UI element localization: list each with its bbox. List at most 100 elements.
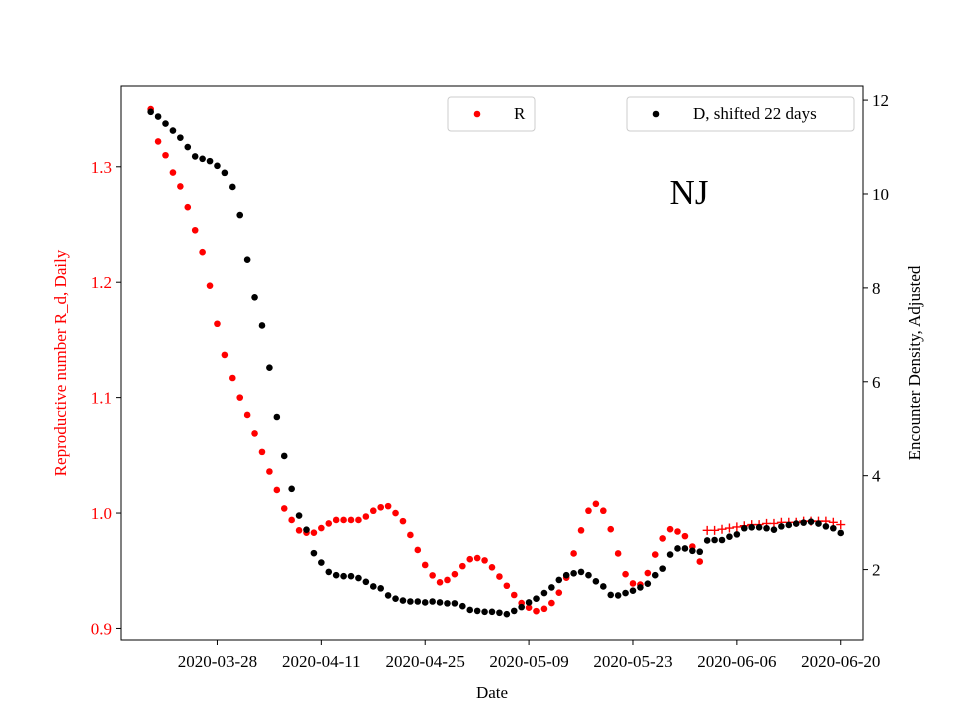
data-point (303, 526, 310, 533)
data-point (488, 563, 496, 571)
data-point (548, 584, 555, 591)
data-point (733, 531, 741, 538)
data-point (607, 525, 615, 533)
data-point (355, 516, 362, 524)
data-point (585, 571, 592, 579)
data-point (718, 536, 726, 544)
data-point (318, 559, 325, 566)
state-annotation: NJ (670, 173, 709, 212)
data-point (162, 120, 169, 127)
legend-r-label: R (514, 104, 526, 123)
data-point (325, 568, 333, 576)
data-point (496, 573, 503, 580)
data-point (473, 607, 481, 615)
data-point (614, 592, 622, 599)
y-left-tick-label: 1.3 (91, 158, 112, 177)
data-point (481, 557, 488, 564)
data-point (332, 516, 340, 524)
data-point (407, 598, 414, 605)
data-point (384, 592, 392, 599)
data-point (229, 374, 236, 382)
data-point (607, 591, 615, 599)
data-point (147, 108, 154, 116)
data-point (755, 524, 763, 531)
data-point (577, 527, 585, 534)
data-point (503, 582, 511, 590)
data-point (525, 604, 533, 611)
y-right-tick-label: 4 (872, 467, 881, 486)
data-point (295, 512, 303, 519)
legend-r: R (447, 96, 536, 132)
data-point (600, 507, 607, 515)
legend-d-box (626, 96, 855, 132)
data-point (481, 608, 488, 616)
data-point (681, 532, 689, 540)
data-point-plus (836, 520, 846, 530)
data-point (318, 524, 325, 532)
data-point (251, 430, 258, 437)
data-point (696, 558, 704, 565)
legend-r-marker (473, 110, 481, 118)
data-point (162, 151, 169, 159)
data-point (614, 550, 622, 557)
data-point (399, 597, 407, 604)
data-point (369, 583, 377, 590)
data-point (540, 605, 548, 613)
data-point (325, 520, 333, 527)
x-tick-label: 2020-03-28 (178, 652, 257, 671)
x-tick-label: 2020-06-06 (697, 652, 776, 671)
data-point (807, 518, 815, 525)
legend-d-label: D, shifted 22 days (693, 104, 817, 123)
data-point (444, 576, 451, 584)
y-right-tick-label: 6 (872, 373, 881, 392)
data-point (740, 524, 748, 532)
x-axis-label: Date (476, 683, 508, 702)
y-left-tick-label: 1.1 (91, 389, 112, 408)
data-point-plus (724, 523, 734, 533)
axes-group: 2020-03-28 2020-04-11 2020-04-25 2020-05-09… (91, 91, 889, 671)
data-point (577, 568, 585, 576)
data-point (510, 591, 518, 599)
data-point (459, 562, 466, 570)
x-tick-label: 2020-06-20 (801, 652, 880, 671)
series-2 (147, 108, 845, 618)
data-point-plus (710, 525, 720, 535)
data-point (681, 545, 689, 552)
data-point (533, 607, 540, 615)
data-point (288, 485, 295, 493)
data-point (429, 572, 436, 579)
data-point (651, 551, 659, 558)
data-point (778, 523, 785, 530)
data-point (273, 413, 281, 421)
y-left-tick-label: 0.9 (91, 619, 112, 638)
data-point (533, 595, 540, 602)
data-point (622, 589, 629, 597)
data-point (763, 524, 770, 532)
data-point (421, 599, 429, 606)
data-point (629, 580, 637, 587)
data-point (459, 602, 466, 610)
data-point (837, 529, 845, 537)
data-point (154, 138, 162, 145)
data-point (637, 584, 644, 591)
x-tick-label: 2020-05-09 (489, 652, 568, 671)
data-point (525, 599, 533, 606)
data-point (666, 525, 674, 533)
data-point (347, 516, 355, 524)
data-point (659, 535, 666, 542)
data-point (585, 507, 592, 515)
data-point (800, 519, 807, 526)
data-point (600, 583, 607, 590)
data-point (822, 523, 830, 530)
data-point (377, 585, 385, 592)
data-point (407, 531, 414, 539)
data-point (229, 183, 236, 191)
data-point (347, 572, 355, 580)
data-point (473, 554, 481, 562)
data-point (177, 183, 184, 190)
data-point (258, 322, 266, 329)
data-point (651, 571, 659, 579)
y-left-tick-label: 1.0 (91, 504, 112, 523)
data-point (332, 571, 340, 579)
